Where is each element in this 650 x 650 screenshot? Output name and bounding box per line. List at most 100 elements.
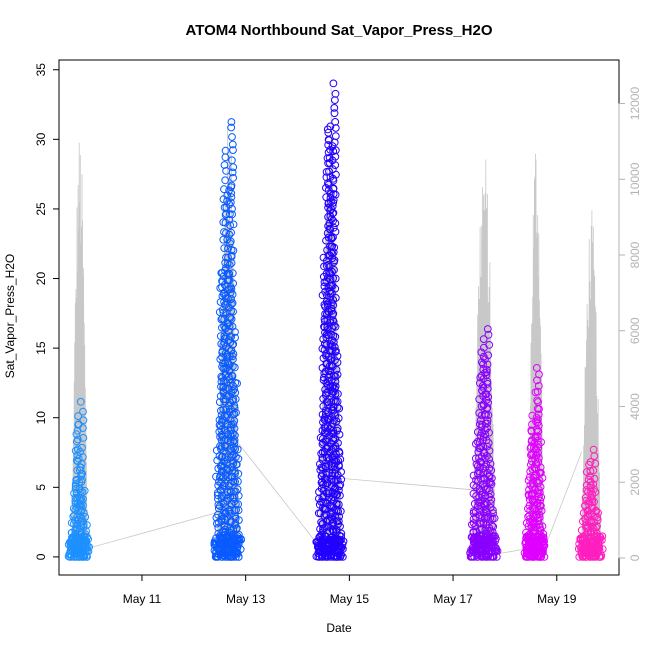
data-point — [589, 466, 598, 475]
data-point — [537, 553, 546, 561]
data-point — [337, 475, 346, 484]
data-point — [539, 533, 548, 542]
data-point — [331, 322, 340, 331]
data-point — [335, 486, 343, 495]
data-point — [230, 363, 239, 372]
data-point — [330, 462, 339, 470]
data-point — [484, 351, 493, 360]
data-point — [333, 424, 342, 433]
data-point — [329, 196, 338, 204]
data-point — [331, 274, 340, 283]
data-point — [339, 545, 347, 553]
data-point — [73, 476, 81, 485]
data-point — [485, 455, 494, 464]
data-point — [586, 467, 595, 476]
data-point — [227, 315, 236, 323]
data-point — [484, 439, 493, 447]
data-point — [234, 454, 243, 463]
data-point — [482, 410, 490, 419]
data-point — [229, 355, 237, 364]
data-point — [79, 495, 87, 503]
data-point — [227, 285, 236, 293]
data-point — [234, 477, 242, 486]
data-point — [221, 525, 230, 534]
data-point — [331, 89, 340, 98]
data-point — [225, 507, 234, 516]
data-point — [485, 464, 494, 473]
data-point — [221, 508, 230, 517]
data-point — [228, 429, 237, 438]
y-tick-label: 25 — [34, 202, 48, 216]
data-point — [479, 383, 488, 392]
data-point — [329, 436, 338, 445]
data-point — [526, 481, 535, 489]
data-point — [230, 404, 239, 413]
data-point — [229, 420, 238, 429]
data-point — [589, 480, 598, 489]
x-tick-label: May 17 — [433, 592, 473, 606]
data-point — [331, 96, 339, 104]
data-point — [492, 553, 501, 561]
data-point — [483, 325, 492, 333]
data-point — [331, 161, 340, 170]
data-point — [227, 333, 236, 341]
data-point — [534, 398, 542, 406]
data-point — [537, 502, 545, 510]
data-point — [83, 533, 91, 541]
data-point — [534, 458, 543, 467]
data-point — [534, 448, 542, 457]
data-point — [539, 545, 547, 554]
data-point — [214, 510, 222, 519]
data-point — [337, 536, 345, 544]
data-point — [229, 443, 238, 452]
data-point — [330, 321, 338, 330]
x-axis-label: Date — [326, 621, 352, 635]
data-point — [226, 437, 235, 446]
data-point — [80, 486, 89, 495]
y-tick-label: 0 — [34, 553, 48, 560]
data-point — [213, 519, 221, 528]
data-point — [336, 480, 345, 489]
data-point — [229, 350, 238, 358]
y2-tick-label: 8000 — [628, 241, 642, 268]
data-point — [228, 290, 237, 299]
data-point — [336, 522, 344, 531]
data-point — [227, 193, 236, 202]
data-point — [592, 507, 601, 516]
data-point — [338, 540, 347, 549]
data-point — [326, 122, 335, 131]
data-point — [333, 370, 342, 379]
data-point — [333, 397, 342, 406]
data-cluster-5 — [574, 445, 607, 561]
data-point — [221, 385, 230, 393]
data-point — [469, 515, 478, 523]
data-point — [79, 416, 88, 425]
data-point — [334, 390, 342, 398]
data-point — [322, 406, 330, 415]
y2-tick-label: 10000 — [628, 162, 642, 196]
data-point — [536, 463, 545, 472]
data-point — [532, 364, 541, 372]
data-point — [526, 506, 535, 515]
data-point — [538, 522, 547, 531]
data-point — [479, 474, 488, 483]
data-point — [233, 536, 242, 545]
data-point — [483, 419, 492, 428]
data-point — [325, 153, 334, 162]
data-point — [534, 478, 543, 487]
data-point — [226, 237, 235, 246]
data-point — [330, 266, 338, 274]
data-point — [483, 379, 492, 388]
data-point — [227, 300, 236, 309]
data-point — [582, 486, 591, 494]
data-point — [593, 516, 602, 525]
data-point — [224, 244, 232, 253]
data-point — [224, 286, 232, 294]
data-point — [78, 443, 86, 452]
data-point — [536, 496, 545, 505]
data-point — [486, 459, 495, 468]
data-point — [329, 198, 338, 207]
data-point — [329, 248, 338, 257]
data-point — [479, 360, 487, 369]
data-point — [524, 476, 533, 485]
